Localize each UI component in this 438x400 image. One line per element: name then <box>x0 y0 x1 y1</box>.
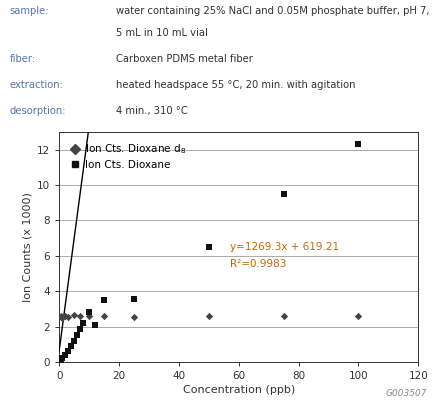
Point <box>355 313 362 319</box>
Point <box>67 343 74 349</box>
Text: heated headspace 55 °C, 20 min. with agitation: heated headspace 55 °C, 20 min. with agi… <box>116 80 356 90</box>
Y-axis label: Ion Counts (x 1000): Ion Counts (x 1000) <box>23 192 33 302</box>
Point <box>57 357 64 364</box>
Text: 5 mL in 10 mL vial: 5 mL in 10 mL vial <box>116 28 208 38</box>
Legend: Ion Cts. Dioxane d$_8$, Ion Cts. Dioxane: Ion Cts. Dioxane d$_8$, Ion Cts. Dioxane <box>68 140 189 173</box>
Text: Carboxen PDMS metal fiber: Carboxen PDMS metal fiber <box>116 54 253 64</box>
Point <box>280 313 287 319</box>
Point <box>100 313 108 319</box>
Text: sample:: sample: <box>10 6 49 16</box>
X-axis label: Concentration (ppb): Concentration (ppb) <box>183 385 295 395</box>
Point <box>74 332 81 339</box>
Point <box>65 347 72 354</box>
Text: G003507: G003507 <box>385 389 427 398</box>
Point <box>62 313 69 319</box>
Text: R²=0.9983: R²=0.9983 <box>230 259 286 269</box>
Point <box>59 355 66 362</box>
Point <box>100 297 108 303</box>
Text: 4 min., 310 °C: 4 min., 310 °C <box>116 106 188 116</box>
Point <box>65 314 72 320</box>
Text: desorption:: desorption: <box>10 106 66 116</box>
Point <box>205 244 212 250</box>
Point <box>77 326 84 332</box>
Point <box>80 320 87 326</box>
Point <box>62 352 69 358</box>
Point <box>57 313 64 319</box>
Text: y=1269.3x + 619.21: y=1269.3x + 619.21 <box>230 242 339 252</box>
Point <box>355 141 362 148</box>
Point <box>131 296 138 302</box>
Point <box>85 313 92 319</box>
Point <box>71 338 78 344</box>
Point <box>131 314 138 320</box>
Point <box>77 313 84 319</box>
Text: fiber:: fiber: <box>10 54 36 64</box>
Text: water containing 25% NaCl and 0.05M phosphate buffer, pH 7,: water containing 25% NaCl and 0.05M phos… <box>116 6 430 16</box>
Point <box>71 312 78 318</box>
Text: extraction:: extraction: <box>10 80 64 90</box>
Point <box>205 313 212 319</box>
Point <box>85 308 92 315</box>
Point <box>59 314 66 321</box>
Point <box>92 322 99 328</box>
Point <box>280 191 287 197</box>
